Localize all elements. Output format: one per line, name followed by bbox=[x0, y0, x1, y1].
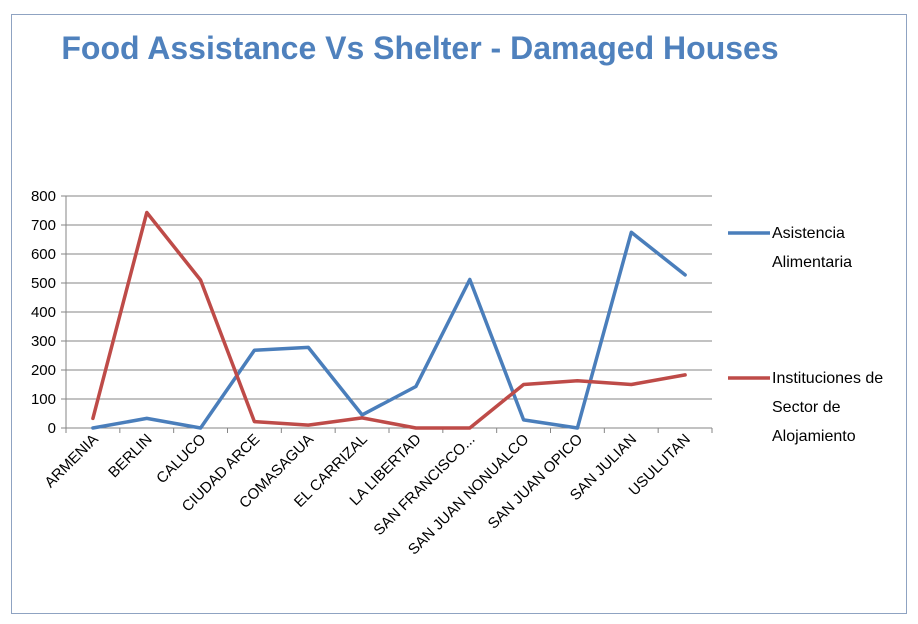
y-tick-label: 300 bbox=[31, 333, 56, 350]
y-tick-label: 0 bbox=[48, 420, 56, 437]
x-tick-label: SAN FRANCISCO... bbox=[370, 431, 478, 539]
legend: Asistencia Alimentaria Instituciones de Sec… bbox=[728, 225, 883, 445]
y-tick-label: 800 bbox=[31, 188, 56, 205]
x-tick-label: CALUCO bbox=[153, 431, 209, 487]
y-tick-label: 400 bbox=[31, 304, 56, 321]
series-lines bbox=[91, 210, 687, 430]
x-tick-label: ARMENIA bbox=[41, 431, 101, 491]
y-tick-label: 700 bbox=[31, 217, 56, 234]
legend-label-2: Alojamiento bbox=[772, 428, 856, 445]
y-axis-ticks: 0 100 200 300 400 500 600 700 800 bbox=[31, 188, 66, 437]
chart-title: Food Assistance Vs Shelter - Damaged Hou… bbox=[61, 30, 779, 66]
x-tick-label: SAN JUAN OPICO bbox=[485, 431, 587, 533]
gridlines bbox=[65, 195, 712, 429]
y-tick-label: 600 bbox=[31, 246, 56, 263]
x-tick-label: BERLIN bbox=[105, 431, 155, 481]
series-line-1 bbox=[91, 230, 687, 430]
legend-label-2: Instituciones de bbox=[772, 370, 883, 387]
chart-area bbox=[11, 14, 907, 614]
y-tick-label: 200 bbox=[31, 362, 56, 379]
y-tick-label: 500 bbox=[31, 275, 56, 292]
legend-label-1: Asistencia bbox=[772, 225, 845, 242]
legend-label-1: Alimentaria bbox=[772, 254, 852, 271]
y-tick-label: 100 bbox=[31, 391, 56, 408]
legend-label-2: Sector de bbox=[772, 399, 841, 416]
series-line-2 bbox=[91, 210, 687, 430]
